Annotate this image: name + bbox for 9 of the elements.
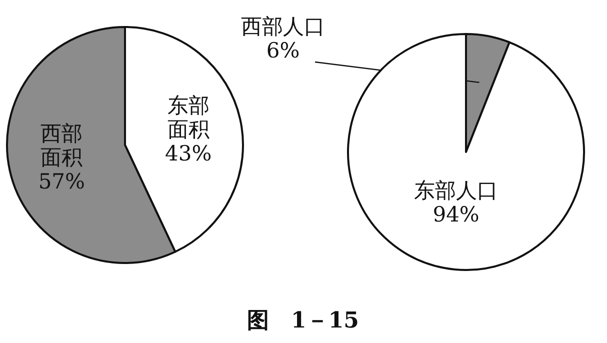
slice-label: 东部面积 bbox=[167, 93, 210, 142]
data-label: 6% bbox=[266, 38, 300, 62]
data-label: 57% bbox=[38, 170, 86, 194]
slice-label: 西部面积 bbox=[40, 122, 83, 170]
data-label: 94% bbox=[432, 202, 480, 227]
slice-label: 东部人口 bbox=[414, 178, 498, 203]
slice-label: 西部人口 bbox=[241, 14, 325, 38]
data-label: 43% bbox=[164, 141, 212, 166]
caption: 图 1－15 bbox=[247, 308, 359, 334]
